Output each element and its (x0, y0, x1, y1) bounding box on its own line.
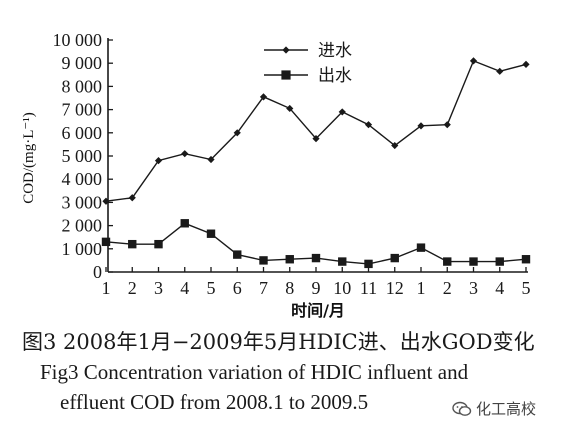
data-point-square (259, 256, 268, 265)
watermark-text: 化工高校 (476, 400, 537, 418)
data-point-square (495, 257, 504, 266)
x-tick-label: 2 (443, 278, 452, 298)
x-tick-label: 10 (333, 278, 351, 298)
watermark: 化工高校 (452, 398, 536, 419)
data-point-square (416, 243, 426, 252)
x-tick-label: 9 (312, 278, 321, 298)
data-point-diamond (338, 108, 346, 116)
data-point-diamond (496, 67, 504, 75)
data-point-square (364, 259, 373, 269)
cod-line-chart: 0 1 000 2 000 3 000 4 000 5 000 6 000 7 000 8 00… (21, 30, 531, 320)
data-point-square (311, 253, 321, 263)
data-point-square (521, 255, 531, 264)
data-point-square (469, 257, 478, 266)
data-point-diamond (443, 121, 451, 129)
y-tick-label: 8 000 (62, 76, 103, 96)
x-tick-label: 2 (128, 278, 137, 298)
y-tick-label: 3 000 (62, 192, 103, 212)
series-line (105, 59, 527, 202)
legend-label: 进水 (318, 41, 352, 61)
x-tick-label: 7 (259, 278, 268, 298)
x-axis-label: 时间/月 (291, 301, 345, 320)
series-influent (102, 57, 530, 205)
data-point-diamond (469, 57, 478, 65)
legend-marker-square (281, 70, 291, 80)
x-tick-label: 12 (386, 278, 404, 298)
x-tick-label: 4 (180, 278, 189, 298)
data-point-square (443, 257, 452, 266)
x-tick-label: 3 (154, 278, 163, 298)
x-tick-label: 5 (522, 278, 531, 298)
figure-caption-english-line2: effluent COD from 2008.1 to 2009.5 (60, 390, 369, 414)
data-point-square (285, 255, 294, 264)
data-point-square (154, 239, 163, 249)
y-axis-label: COD/(mg·L⁻¹) (21, 112, 37, 204)
figure-caption-chinese: 图3 2008年1月−2009年5月HDIC进、出水GOD变化 (22, 330, 535, 354)
figure-caption-english-line1: Fig3 Concentration variation of HDIC inf… (40, 360, 469, 384)
y-tick-label: 0 (93, 262, 102, 282)
x-tick-label: 11 (360, 278, 377, 298)
legend-label: 出水 (318, 66, 352, 86)
x-tick-label: 6 (233, 278, 242, 298)
x-tick-label: 8 (285, 278, 294, 298)
legend-marker-diamond (282, 46, 290, 54)
data-point-diamond (417, 122, 425, 130)
x-tick-label: 1 (417, 278, 426, 298)
y-tick-label: 9 000 (62, 53, 103, 73)
series-effluent (101, 219, 531, 269)
y-tick-label: 10 000 (53, 30, 103, 50)
data-point-square (206, 229, 216, 238)
data-point-diamond (391, 141, 399, 150)
data-point-diamond (102, 197, 110, 205)
data-point-diamond (364, 121, 373, 129)
series-lines (101, 57, 531, 269)
data-point-diamond (286, 104, 294, 113)
data-point-diamond (233, 129, 241, 137)
y-axis-ticks: 0 1 000 2 000 3 000 4 000 5 000 6 000 7 000 8 00… (53, 30, 113, 282)
x-tick-label: 1 (102, 278, 111, 298)
y-tick-label: 7 000 (62, 100, 103, 120)
data-point-diamond (181, 150, 189, 158)
x-tick-label: 3 (469, 278, 478, 298)
x-tick-label: 5 (207, 278, 216, 298)
data-point-square (180, 219, 189, 228)
y-tick-label: 5 000 (62, 146, 103, 166)
data-point-diamond (154, 157, 163, 165)
wechat-icon (452, 401, 472, 416)
data-point-square (338, 257, 347, 266)
data-point-square (390, 253, 399, 263)
data-point-diamond (522, 60, 530, 68)
data-point-square (101, 237, 111, 247)
data-point-square (233, 250, 242, 259)
data-point-diamond (207, 155, 215, 164)
y-tick-label: 4 000 (62, 169, 103, 189)
data-point-diamond (259, 93, 268, 101)
data-point-diamond (128, 194, 136, 202)
y-tick-label: 2 000 (62, 216, 103, 236)
x-tick-label: 4 (495, 278, 504, 298)
data-point-square (128, 239, 137, 249)
y-tick-label: 1 000 (62, 239, 103, 259)
x-axis-ticks: 1 2 3 4 5 6 7 8 9 10 11 12 1 2 3 4 5 (102, 267, 531, 298)
axes (107, 38, 528, 273)
data-point-diamond (312, 135, 320, 143)
y-tick-label: 6 000 (62, 123, 103, 143)
